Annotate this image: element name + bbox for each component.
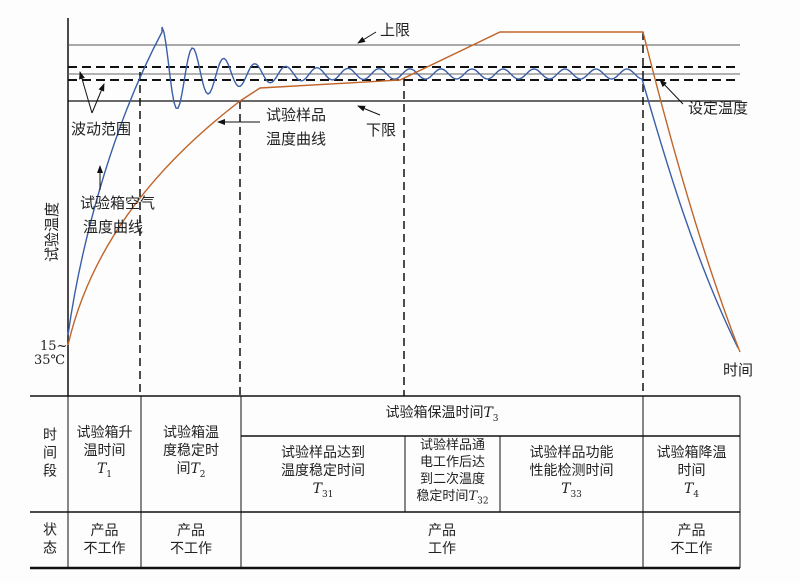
- status-t4-b: 不工作: [670, 541, 713, 557]
- status-t3: 产品 工作: [241, 512, 643, 568]
- chamber-curve-label-2: 温度曲线: [83, 218, 143, 236]
- phase-t1: 试验箱升 温时间 T1: [68, 396, 141, 512]
- t3-row: 试验箱保温时间T3: [385, 404, 498, 428]
- status-t2-b: 不工作: [170, 541, 212, 557]
- t4-sub: 4: [693, 489, 700, 500]
- phase-t31: 试验样品达到 温度稳定时间 T31: [241, 436, 405, 512]
- fluctuation-label: 波动范围: [71, 120, 131, 138]
- phase-t2: 试验箱温 度稳定时 间T2: [141, 396, 241, 512]
- t32-text-4-row: 稳定时间T32: [416, 488, 488, 511]
- y-origin-label-2: 35℃: [34, 353, 65, 368]
- lower-limit-arrow: [357, 105, 381, 116]
- status-t3-a: 产品: [428, 523, 456, 539]
- t2-text-2: 度稳定时: [163, 443, 219, 460]
- t31-sub: 31: [321, 489, 334, 500]
- t32-text-2: 电工作后达: [419, 455, 485, 471]
- status-header: 状态: [30, 512, 68, 568]
- t1-text-1: 试验箱升: [76, 425, 133, 442]
- t4-text-2: 时间: [677, 463, 706, 480]
- time-period-header-text: 时间段: [41, 427, 57, 481]
- upper-limit-arrow: [357, 31, 377, 44]
- t33-symbol: T33: [561, 480, 582, 504]
- time-period-header: 时间段: [30, 396, 68, 512]
- status-t1: 产品 不工作: [68, 512, 141, 568]
- status-header-text: 状态: [41, 522, 57, 558]
- t2-text-1: 试验箱温: [163, 425, 219, 442]
- sample-temperature-curve: [67, 31, 741, 353]
- status-t1-b: 不工作: [83, 541, 126, 557]
- t1-text-2: 温时间: [83, 443, 126, 460]
- fluctuation-arrow-down: [91, 83, 105, 114]
- sample-curve-label-1: 试验样品: [266, 106, 326, 124]
- t33-text-2: 性能检测时间: [529, 463, 614, 480]
- phase-t32: 试验样品通 电工作后达 到二次温度 稳定时间T32: [405, 436, 500, 512]
- phase-t4: 试验箱降温 时间 T4: [643, 436, 740, 512]
- phase-t33: 试验样品功能 性能检测时间 T33: [500, 436, 643, 512]
- t4-symbol: T4: [684, 480, 699, 504]
- t31-text-2: 温度稳定时间: [281, 463, 365, 480]
- sample-curve-label-2: 温度曲线: [266, 130, 326, 148]
- t33-text-1: 试验样品功能: [529, 445, 614, 462]
- status-t2-a: 产品: [177, 523, 205, 539]
- t32-text-3: 到二次温度: [419, 472, 485, 488]
- y-origin-label-1: 15~: [40, 339, 67, 354]
- y-axis-label: 试验温度: [43, 202, 61, 262]
- setpoint-label: 设定温度: [688, 99, 748, 117]
- status-t3-b: 工作: [428, 541, 456, 557]
- status-t4-a: 产品: [677, 523, 706, 539]
- t2-text-3: 间: [176, 461, 191, 478]
- t2-text-3-row: 间T2: [176, 460, 205, 484]
- status-t4: 产品 不工作: [643, 512, 740, 568]
- t4-sym: T: [683, 481, 694, 498]
- status-t2: 产品 不工作: [141, 512, 241, 568]
- t33-sym: T: [561, 481, 571, 498]
- t33-sub: 33: [570, 489, 582, 500]
- phase-table-grid: [30, 395, 741, 570]
- t3-sym: T: [483, 405, 493, 422]
- t31-symbol: T31: [313, 480, 334, 504]
- t32-text-1: 试验样品通: [419, 438, 485, 454]
- fluctuation-arrow-up: [79, 71, 93, 114]
- t3-text: 试验箱保温时间: [385, 405, 484, 422]
- chamber-curve-label-1: 试验箱空气: [80, 194, 155, 212]
- status-t1-a: 产品: [90, 523, 119, 539]
- t31-sym: T: [312, 481, 322, 498]
- t2-sym: T: [190, 461, 200, 478]
- t1-symbol: T1: [97, 460, 112, 484]
- phase-t3: 试验箱保温时间T3: [241, 396, 643, 436]
- t2-sub: 2: [199, 469, 206, 480]
- t3-sub: 3: [492, 413, 499, 424]
- t1-sym: T: [96, 461, 107, 478]
- upper-limit-label: 上限: [380, 21, 410, 39]
- setpoint-arrow: [659, 79, 684, 105]
- chamber-air-temperature-curve: [67, 26, 739, 349]
- x-axis-label: 时间: [723, 361, 753, 379]
- t4-text-1: 试验箱降温: [656, 445, 727, 462]
- t1-sub: 1: [106, 469, 113, 480]
- t32-text-4: 稳定时间: [416, 489, 469, 505]
- t32-sym: T: [468, 489, 478, 505]
- lower-limit-label: 下限: [366, 121, 396, 139]
- t31-text-1: 试验样品达到: [281, 445, 365, 462]
- t32-sub: 32: [477, 496, 489, 507]
